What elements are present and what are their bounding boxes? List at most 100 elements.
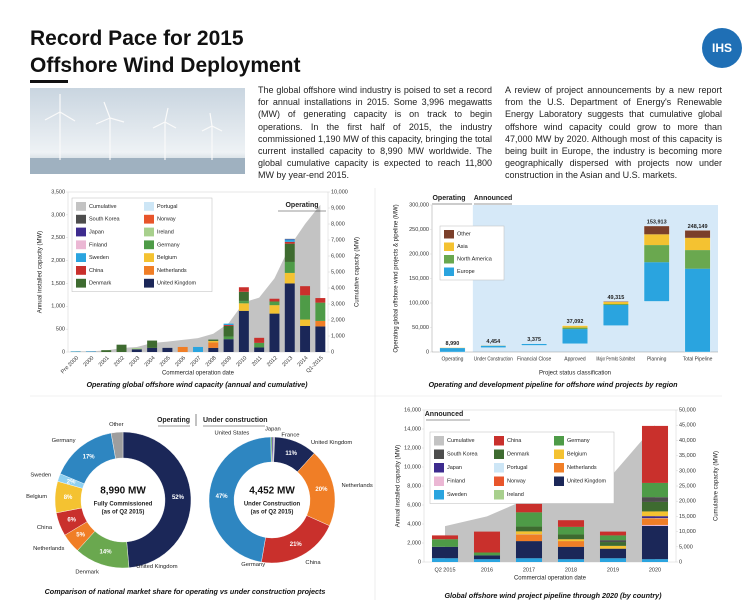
bar-segment — [284, 283, 295, 352]
x-tick-label: Financial Close — [517, 356, 551, 362]
bar-segment — [131, 349, 142, 352]
total-label: 3,375 — [527, 337, 541, 343]
tick-label: 2,000 — [331, 317, 345, 323]
x-tick-label: 2008 — [205, 355, 218, 368]
bar-segment — [431, 539, 459, 547]
bar-segment — [644, 262, 670, 302]
center-subtitle: (as of Q2 2015) — [251, 510, 294, 516]
bar-segment — [644, 226, 670, 235]
tick-label: 7,000 — [331, 237, 345, 243]
bar-segment — [238, 310, 249, 352]
bar-segment — [269, 301, 280, 306]
tick-label: 1,000 — [51, 304, 65, 310]
bar-segment — [284, 261, 295, 273]
legend-label: Portugal — [157, 204, 178, 210]
bar-segment — [315, 320, 326, 327]
percent-label: 8% — [64, 495, 73, 501]
tick-label: 0 — [331, 349, 334, 355]
bar-segment — [193, 346, 203, 352]
caption: Global offshore wind project pipeline th… — [444, 591, 662, 600]
title-line-1: Record Pace for 2015 — [30, 27, 244, 50]
percent-label: 20% — [315, 487, 328, 493]
tick-label: 3,000 — [331, 301, 345, 307]
legend-label: Netherlands — [157, 268, 187, 274]
bar-outline — [603, 301, 629, 326]
bar-segment — [284, 243, 295, 262]
bar-segment — [684, 250, 711, 269]
total-label: 8,990 — [446, 341, 460, 347]
bar-segment — [562, 327, 588, 330]
legend-swatch — [144, 253, 154, 262]
legend-swatch — [434, 436, 444, 446]
tick-label: 0 — [418, 559, 421, 565]
bar-segment — [515, 531, 543, 535]
category-label: Other — [109, 422, 124, 428]
legend-label: Ireland — [157, 229, 174, 235]
legend-swatch — [144, 227, 154, 237]
legend-label: Portugal — [507, 465, 528, 471]
y-axis-label: Annual installed capacity (MW) — [38, 231, 44, 313]
legend-swatch — [494, 449, 504, 459]
bar-segment — [557, 539, 585, 542]
category-label: France — [281, 433, 299, 439]
bar-segment — [641, 511, 669, 517]
y-axis-label: Operating global offshore wind projects … — [394, 204, 400, 352]
donut-slice — [122, 431, 192, 568]
bar-segment — [300, 325, 311, 352]
x-tick-label: 2004 — [144, 355, 157, 368]
x-tick-label: Pre 2000 — [60, 355, 80, 375]
annotation: Announced — [474, 195, 513, 202]
percent-label: 11% — [285, 451, 297, 457]
legend-swatch — [76, 227, 86, 237]
category-label: United States — [215, 431, 250, 437]
x-tick-label: 2003 — [128, 355, 141, 368]
total-label: 4,454 — [486, 339, 501, 345]
total-label: 37,092 — [567, 319, 584, 325]
x-tick-label: 2000 — [82, 355, 95, 368]
announced-region — [472, 205, 718, 352]
bar-outline — [521, 343, 547, 346]
legend-swatch — [144, 278, 154, 288]
bar-segment — [254, 347, 265, 352]
x-tick-label: 2002 — [113, 355, 126, 368]
center-subtitle: Fully Commissioned — [94, 502, 153, 508]
bar-segment — [223, 325, 234, 326]
bar-segment — [599, 545, 627, 549]
bar-segment — [557, 559, 585, 562]
x-tick-label: Operating — [441, 356, 463, 362]
x-tick-label: Planning — [647, 356, 667, 362]
legend-label: Cumulative — [447, 438, 475, 444]
category-label: Belgium — [26, 494, 47, 500]
percent-label: 14% — [100, 550, 113, 556]
x-tick-label: Approved — [564, 356, 586, 362]
tick-label: 4,000 — [407, 521, 421, 527]
bar-segment — [644, 245, 670, 263]
bar-segment — [515, 512, 543, 527]
legend-swatch — [76, 240, 86, 250]
legend-swatch — [144, 202, 154, 211]
bar-segment — [300, 295, 311, 320]
total-label: 153,913 — [647, 219, 667, 225]
legend-label: Belgium — [567, 452, 587, 458]
caption: Comparison of national market share for … — [45, 587, 326, 596]
legend-swatch — [444, 242, 454, 251]
bar-segment — [177, 346, 188, 352]
category-label: Denmark — [75, 570, 99, 576]
x-tick-label: Q1-2015 — [305, 355, 324, 374]
bar-segment — [562, 329, 588, 344]
category-label: Netherlands — [33, 546, 64, 552]
tick-label: 6,000 — [407, 502, 421, 508]
legend-label: Germany — [157, 242, 180, 248]
donut-slice — [110, 431, 124, 459]
title-rule — [30, 80, 68, 83]
bar-segment — [254, 337, 265, 343]
tick-label: 14,000 — [404, 426, 421, 432]
bar-segment — [269, 305, 280, 314]
legend-box — [71, 197, 213, 292]
bar-segment — [521, 343, 547, 346]
legend-label: Denmark — [89, 281, 112, 287]
legend-label: Sweden — [89, 255, 109, 261]
legend-swatch — [76, 253, 86, 262]
x-tick-label: 2007 — [190, 355, 203, 368]
